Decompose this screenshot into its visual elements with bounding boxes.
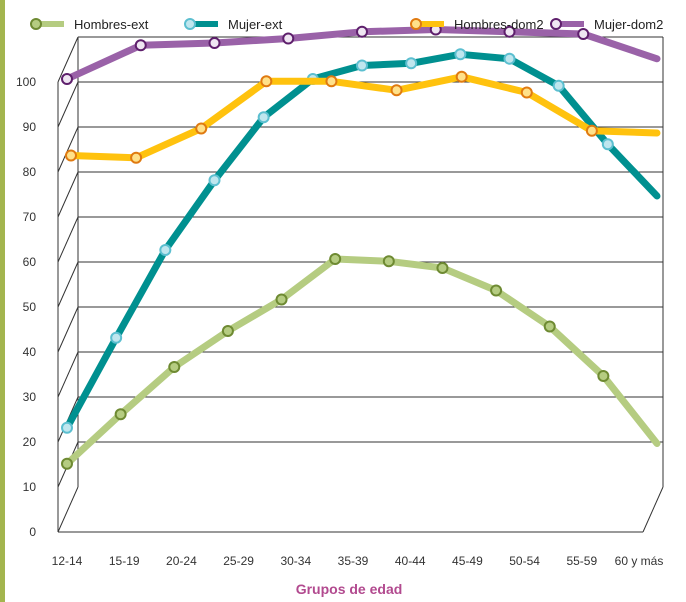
y-tick-label: 40 [23, 345, 37, 359]
y-tick-label: 100 [16, 75, 36, 89]
data-point [208, 174, 221, 187]
data-point [257, 111, 270, 124]
gridline-side [57, 81, 79, 128]
data-point [110, 331, 123, 344]
data-point [585, 124, 598, 137]
data-point [390, 84, 403, 97]
gridline-side [57, 36, 79, 83]
x-axis-ticks: 12-14 15-19 20-24 25-29 30-34 35-39 40-44 45-49… [52, 554, 664, 568]
x-tick-label: 55-59 [566, 554, 597, 568]
legend-item: Hombres-ext [30, 17, 149, 32]
legend-label: Hombres-dom2 [454, 17, 544, 32]
y-tick-label: 20 [23, 435, 37, 449]
x-tick-label: 45-49 [452, 554, 483, 568]
legend-marker [550, 18, 562, 30]
data-point [275, 293, 288, 306]
series-mujer-ext [61, 48, 661, 434]
data-point [159, 244, 172, 256]
data-point [260, 75, 273, 88]
y-tick-label: 10 [23, 480, 37, 494]
legend-label: Hombres-ext [74, 17, 149, 32]
gridline-side [57, 306, 79, 353]
data-point [520, 86, 533, 99]
series-mujer-dom2 [61, 23, 661, 85]
floor-right-edge [642, 486, 664, 533]
x-tick-label: 20-24 [166, 554, 197, 568]
legend-marker [184, 18, 196, 30]
series-line [67, 73, 661, 162]
data-point [601, 138, 614, 151]
y-axis-ticks: 0 10 20 30 40 50 60 70 80 90 100 [16, 75, 36, 539]
legend-item: Mujer-ext [184, 17, 283, 32]
data-point [405, 57, 418, 70]
data-point [597, 370, 610, 382]
data-point [382, 255, 395, 268]
data-point [503, 25, 516, 38]
y-tick-label: 30 [23, 390, 37, 404]
gridline-side [57, 216, 79, 263]
data-point [325, 75, 338, 88]
legend-marker [410, 18, 422, 30]
legend-marker [30, 18, 42, 30]
data-point [329, 253, 342, 265]
x-tick-label: 50-54 [509, 554, 540, 568]
series-group [61, 23, 661, 470]
data-point [114, 408, 127, 421]
grid [57, 36, 663, 533]
data-point [134, 39, 147, 52]
gridline-side [57, 486, 79, 533]
data-point [208, 37, 221, 49]
legend-item: Hombres-dom2 [410, 17, 544, 32]
data-point [490, 284, 503, 297]
y-tick-label: 70 [23, 210, 37, 224]
x-tick-label: 35-39 [338, 554, 369, 568]
series-line [63, 50, 661, 432]
gridline-side [57, 261, 79, 308]
data-point [221, 325, 234, 337]
data-point [356, 59, 368, 72]
y-tick-label: 0 [29, 525, 36, 539]
y-tick-label: 90 [23, 120, 37, 134]
legend-label: Mujer-dom2 [594, 17, 663, 32]
data-point [455, 70, 468, 83]
data-point [61, 457, 73, 470]
gridline-side [57, 351, 79, 398]
series-hombres-dom2 [65, 70, 661, 164]
data-point [454, 48, 467, 61]
y-tick-label: 80 [23, 165, 37, 179]
data-point [543, 320, 556, 333]
data-point [61, 73, 73, 85]
data-point [436, 262, 449, 274]
data-point [130, 151, 143, 164]
x-tick-label: 40-44 [395, 554, 426, 568]
data-point [577, 28, 590, 40]
x-tick-label: 12-14 [52, 554, 83, 568]
data-point [282, 32, 295, 45]
y-tick-label: 60 [23, 255, 37, 269]
x-tick-label: 15-19 [109, 554, 140, 568]
x-axis-label: Grupos de edad [296, 581, 403, 597]
data-point [356, 25, 368, 38]
accent-bar [0, 0, 5, 602]
gridline-side [57, 171, 79, 218]
data-point [552, 79, 565, 92]
legend-item: Mujer-dom2 [550, 17, 663, 32]
series-hombres-ext [61, 253, 661, 470]
x-tick-label: 25-29 [223, 554, 254, 568]
legend: Hombres-ext Mujer-ext Hombres-dom2 Mujer-do… [30, 17, 663, 32]
series-line [63, 255, 661, 468]
x-tick-label: 30-34 [280, 554, 311, 568]
gridline-side [57, 126, 79, 173]
data-point [168, 361, 181, 373]
data-point [503, 52, 516, 65]
data-point [61, 421, 73, 434]
x-tick-label: 60 y más [615, 554, 664, 568]
data-point [65, 149, 77, 162]
data-point [195, 122, 208, 135]
legend-label: Mujer-ext [228, 17, 283, 32]
y-tick-label: 50 [23, 300, 37, 314]
